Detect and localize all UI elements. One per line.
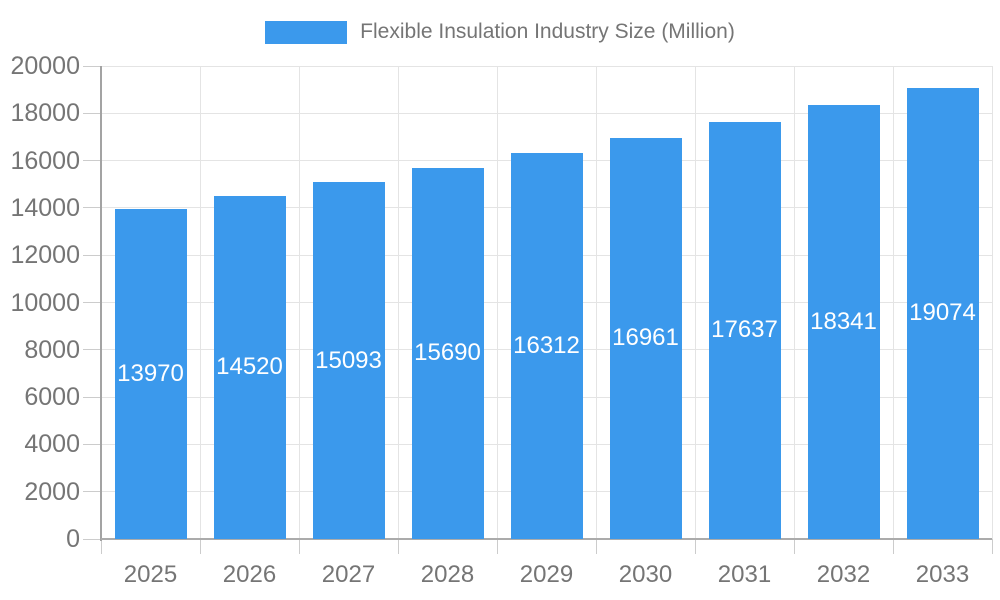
y-tick-label: 4000 <box>24 430 80 459</box>
bar-value-label: 15093 <box>315 346 382 374</box>
bar[interactable]: 18341 <box>807 105 880 539</box>
x-tick-label: 2032 <box>816 561 871 588</box>
y-axis-tick <box>83 396 101 398</box>
x-axis-tick <box>298 539 300 554</box>
y-axis-tick <box>83 538 101 540</box>
v-gridline <box>199 66 201 539</box>
x-tick-label: 2033 <box>915 561 970 588</box>
y-axis-tick <box>83 207 101 209</box>
y-tick-label: 6000 <box>24 383 80 412</box>
legend-label: Flexible Insulation Industry Size (Milli… <box>360 20 735 43</box>
bar[interactable]: 13970 <box>114 208 187 539</box>
v-gridline <box>892 66 894 539</box>
x-tick-label: 2029 <box>519 561 574 588</box>
y-axis-tick <box>83 160 101 162</box>
h-gridline <box>101 65 992 67</box>
bar[interactable]: 16961 <box>609 137 682 539</box>
bar[interactable]: 15093 <box>312 182 385 539</box>
y-axis-tick <box>83 254 101 256</box>
v-gridline <box>298 66 300 539</box>
v-gridline <box>793 66 795 539</box>
bar-value-label: 17637 <box>711 316 778 344</box>
x-axis-tick <box>991 539 993 554</box>
y-axis-tick <box>83 112 101 114</box>
x-axis-tick <box>892 539 894 554</box>
y-axis-tick <box>83 443 101 445</box>
bar[interactable]: 19074 <box>906 87 979 539</box>
v-gridline <box>991 66 993 539</box>
bar-value-label: 16961 <box>612 324 679 352</box>
x-axis-tick <box>199 539 201 554</box>
x-axis-tick <box>100 539 102 554</box>
y-tick-label: 10000 <box>10 288 80 317</box>
y-tick-label: 18000 <box>10 99 80 128</box>
y-tick-label: 0 <box>66 525 80 553</box>
bar-value-label: 18341 <box>810 308 877 336</box>
y-tick-label: 20000 <box>10 52 80 80</box>
y-tick-label: 12000 <box>10 241 80 270</box>
x-axis-tick <box>793 539 795 554</box>
bar[interactable]: 16312 <box>510 153 583 539</box>
x-tick-label: 2025 <box>123 561 178 588</box>
y-tick-label: 2000 <box>24 477 80 506</box>
bar[interactable]: 14520 <box>213 195 286 539</box>
bar[interactable]: 15690 <box>411 167 484 539</box>
v-gridline <box>694 66 696 539</box>
y-axis-tick <box>83 302 101 303</box>
y-tick-label: 8000 <box>24 335 80 364</box>
y-axis-line <box>100 66 102 541</box>
x-axis-tick <box>595 539 597 554</box>
bar[interactable]: 17637 <box>708 121 781 539</box>
y-axis-tick <box>83 491 101 493</box>
legend-swatch <box>265 20 348 44</box>
x-axis-tick <box>694 539 696 554</box>
y-axis-tick <box>83 349 101 351</box>
x-axis-tick <box>397 539 399 554</box>
x-tick-label: 2027 <box>321 561 376 588</box>
y-tick-label: 14000 <box>10 193 80 222</box>
v-gridline <box>496 66 498 539</box>
bar-value-label: 14520 <box>216 353 283 381</box>
y-tick-label: 16000 <box>10 146 80 175</box>
bar-value-label: 15690 <box>414 339 481 367</box>
x-axis-tick <box>496 539 498 554</box>
bar-value-label: 19074 <box>909 299 976 327</box>
v-gridline <box>397 66 399 539</box>
x-tick-label: 2030 <box>618 561 673 588</box>
x-tick-label: 2031 <box>717 561 772 588</box>
bar-value-label: 16312 <box>513 332 580 360</box>
chart-legend: Flexible Insulation Industry Size (Milli… <box>0 18 1000 46</box>
y-axis-tick <box>83 65 101 67</box>
x-tick-label: 2026 <box>222 561 277 588</box>
v-gridline <box>595 66 597 539</box>
bar-value-label: 13970 <box>117 359 184 387</box>
x-tick-label: 2028 <box>420 561 475 588</box>
